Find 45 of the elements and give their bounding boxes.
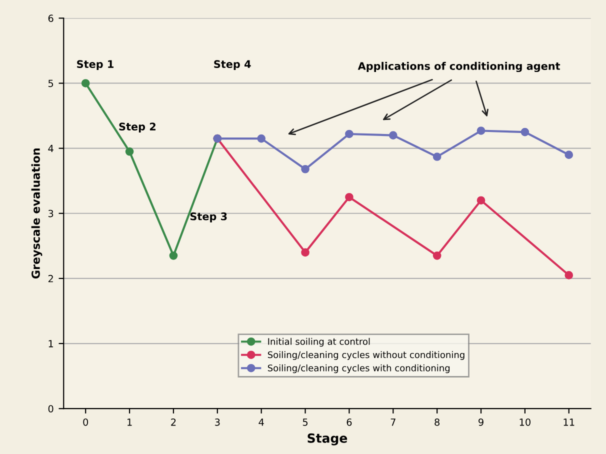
point	[476, 196, 486, 205]
legend-label: Soiling/cleaning cycles without conditioning	[268, 351, 464, 360]
point	[125, 147, 134, 156]
point	[564, 150, 574, 159]
x-tick-label: 6	[346, 418, 352, 426]
x-tick-label: 0	[83, 418, 88, 426]
x-tick-label: 3	[215, 418, 220, 426]
annotation: Step 4	[214, 60, 251, 70]
y-tick-label: 2	[48, 274, 53, 282]
point	[564, 271, 574, 280]
annotation: Step 1	[77, 60, 114, 70]
x-tick-label: 7	[390, 418, 396, 426]
point	[432, 252, 442, 260]
y-tick-label: 0	[48, 405, 54, 412]
y-axis-title: Greyscale evaluation	[31, 148, 42, 279]
x-tick-label: 10	[520, 418, 530, 426]
point	[476, 126, 486, 135]
y-tick-label: 5	[48, 80, 54, 88]
point	[301, 164, 310, 174]
point	[257, 134, 266, 143]
x-tick-label: 2	[171, 418, 176, 426]
y-tick-label: 3	[48, 210, 54, 218]
x-tick-label: 8	[434, 418, 440, 426]
x-tick-label: 11	[564, 418, 574, 426]
point	[345, 192, 354, 202]
point	[301, 248, 310, 257]
point	[169, 252, 178, 260]
x-axis-title: Stage	[308, 433, 348, 446]
y-tick-label: 6	[48, 14, 54, 22]
x-tick-label: 1	[128, 418, 132, 426]
legend-label: Soiling/cleaning cycles with conditioning	[268, 364, 450, 374]
x-tick-label: 9	[478, 418, 484, 426]
point	[432, 152, 442, 161]
point	[81, 79, 90, 88]
y-tick-label: 4	[48, 144, 54, 152]
x-tick-label: 4	[258, 418, 264, 426]
point	[345, 130, 354, 138]
y-tick-label: 1	[48, 340, 54, 348]
annotation: Applications of conditioning agent	[358, 62, 560, 72]
annotation: Step 3	[190, 212, 227, 222]
point	[388, 131, 398, 140]
x-tick-label: 5	[302, 418, 308, 426]
legend-label: Initial soiling at control	[268, 338, 370, 347]
point	[520, 128, 530, 136]
annotation: Step 2	[119, 122, 156, 133]
